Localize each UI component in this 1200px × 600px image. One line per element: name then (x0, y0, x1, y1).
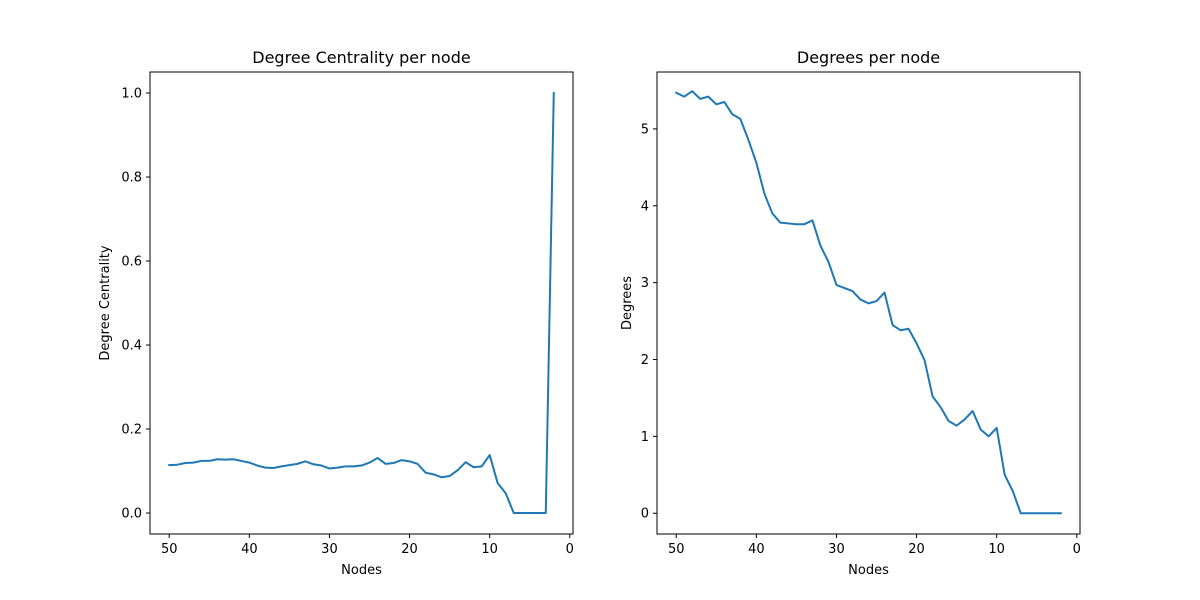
x-axis-ticks: 50 40 30 20 10 0 (161, 534, 574, 557)
axes-frame (149, 71, 574, 535)
series-layer (674, 90, 1062, 515)
y-tick-label: 1.0 (121, 87, 142, 102)
y-tick-label: 1 (641, 430, 649, 445)
x-tick-label: 10 (481, 542, 498, 557)
y-axis-ticks: 0.0 0.2 0.4 0.6 0.8 1.0 (121, 87, 150, 522)
series-line (168, 91, 555, 514)
x-tick-label: 30 (321, 542, 338, 557)
y-tick-label: 3 (641, 276, 649, 291)
chart-title: Degrees per node (797, 48, 940, 67)
series-layer (168, 91, 555, 514)
y-tick-label: 5 (641, 122, 649, 137)
chart-title: Degree Centrality per node (252, 48, 470, 67)
y-tick-label: 0.8 (121, 171, 142, 186)
x-axis-label: Nodes (848, 563, 889, 578)
x-tick-label: 50 (161, 542, 178, 557)
x-tick-label: 0 (1073, 542, 1081, 557)
x-tick-label: 30 (828, 542, 845, 557)
y-tick-label: 2 (641, 353, 649, 368)
y-tick-label: 4 (641, 199, 649, 214)
axes-frame (656, 71, 1081, 535)
y-axis-label: Degrees (620, 276, 635, 330)
x-tick-label: 0 (566, 542, 574, 557)
y-tick-label: 0.0 (121, 507, 142, 522)
y-axis-ticks: 0 1 2 3 4 5 (641, 122, 657, 522)
y-axis-label: Degree Centrality (98, 245, 113, 360)
x-tick-label: 40 (748, 542, 765, 557)
y-tick-label: 0.6 (121, 255, 142, 270)
y-tick-label: 0.2 (121, 423, 142, 438)
x-tick-label: 10 (988, 542, 1005, 557)
degree-centrality-chart: Degree Centrality per node 50 40 30 20 10 0 0… (98, 48, 574, 578)
series-line (674, 90, 1062, 515)
x-tick-label: 50 (668, 542, 685, 557)
x-tick-label: 20 (908, 542, 925, 557)
x-axis-ticks: 50 40 30 20 10 0 (668, 534, 1081, 557)
x-axis-label: Nodes (341, 563, 382, 578)
x-tick-label: 20 (401, 542, 418, 557)
y-tick-label: 0 (641, 507, 649, 522)
y-tick-label: 0.4 (121, 339, 142, 354)
x-tick-label: 40 (241, 542, 258, 557)
degrees-chart: Degrees per node 50 40 30 20 10 0 0 1 2 3 4 5 Node… (620, 48, 1081, 578)
